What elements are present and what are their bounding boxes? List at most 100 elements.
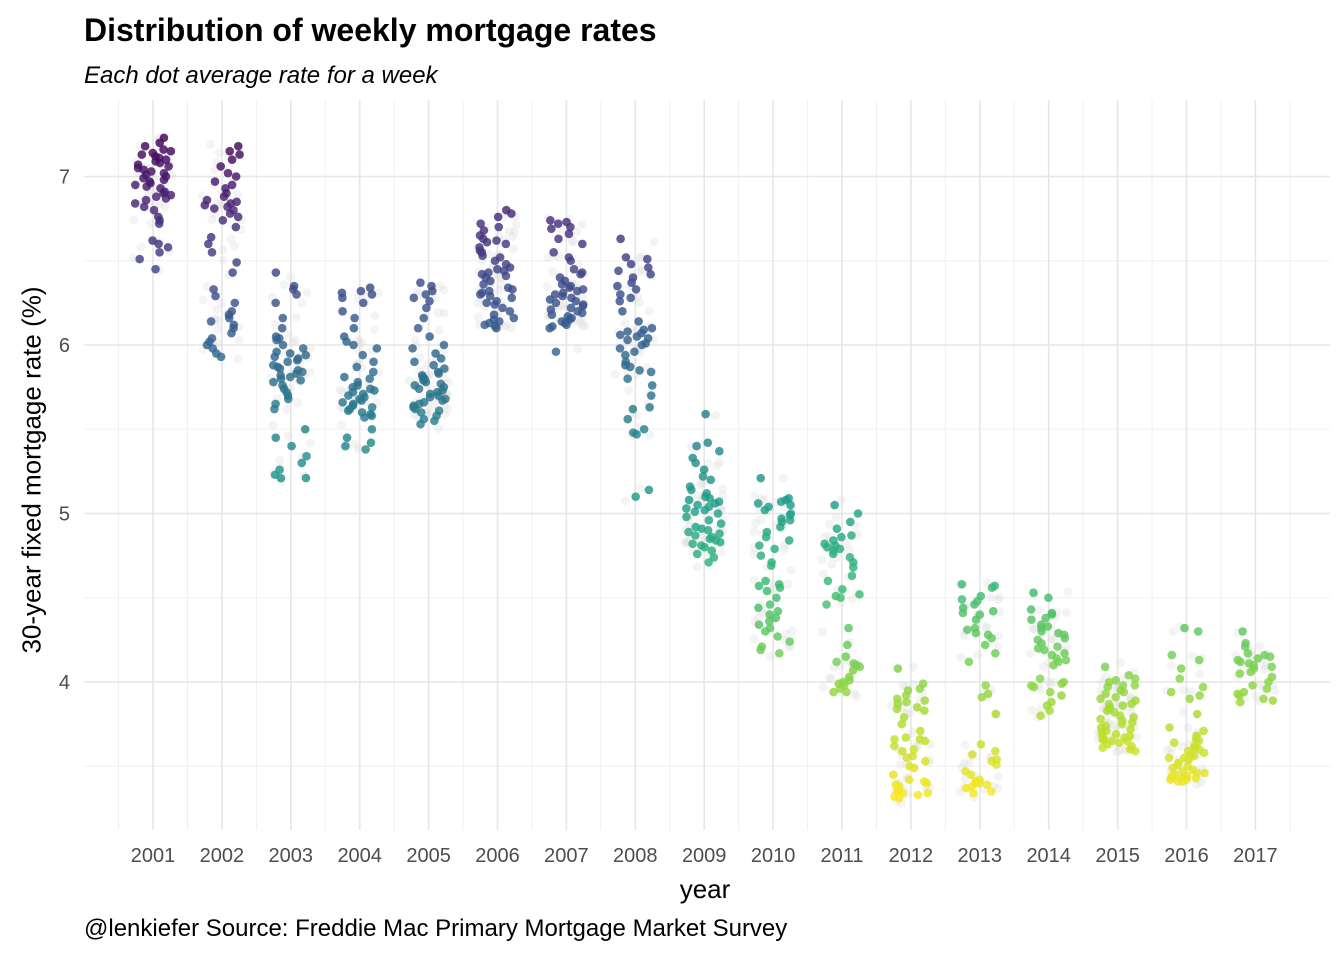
data-point — [573, 286, 582, 296]
data-point — [159, 145, 168, 154]
ghost-point — [412, 286, 422, 296]
data-point — [902, 697, 911, 707]
data-point — [508, 285, 517, 294]
data-point — [982, 780, 992, 790]
ghost-point — [213, 338, 223, 348]
data-point — [349, 323, 359, 333]
data-point — [480, 320, 490, 330]
data-point — [1253, 654, 1263, 663]
data-point — [139, 202, 149, 212]
data-point — [283, 394, 293, 404]
data-point — [344, 391, 353, 400]
data-points — [129, 133, 1280, 808]
data-point — [163, 242, 173, 252]
data-point — [349, 340, 358, 350]
ghost-point — [494, 273, 504, 283]
ghost-point — [1132, 732, 1142, 742]
ghost-point — [692, 562, 702, 572]
ghost-point — [697, 480, 707, 490]
data-point — [479, 280, 488, 289]
data-point — [969, 788, 978, 798]
ghost-point — [335, 385, 345, 395]
chart-title: Distribution of weekly mortgage rates — [84, 12, 657, 48]
data-point — [270, 352, 280, 362]
data-point — [1127, 699, 1136, 709]
ghost-point — [424, 407, 434, 417]
data-point — [219, 192, 229, 202]
data-point — [151, 264, 160, 274]
data-point — [838, 585, 847, 594]
data-point — [211, 291, 220, 301]
data-point — [980, 640, 990, 650]
ghost-point — [993, 641, 1003, 651]
data-point — [646, 367, 656, 377]
data-point — [776, 497, 786, 507]
data-point — [855, 662, 865, 672]
ghost-point — [473, 298, 483, 308]
data-point — [1199, 748, 1209, 758]
data-point — [1168, 763, 1177, 773]
ghost-point — [635, 252, 645, 262]
ghost-point — [1179, 685, 1189, 695]
ghost-point — [1063, 587, 1073, 597]
data-point — [155, 138, 164, 148]
data-point — [703, 526, 713, 535]
data-point — [966, 770, 976, 779]
data-point — [628, 404, 638, 414]
data-point — [422, 303, 431, 313]
data-point — [916, 726, 925, 736]
ghost-point — [404, 376, 414, 386]
data-point — [971, 628, 981, 638]
data-point — [761, 627, 770, 636]
data-point — [761, 576, 770, 586]
data-point — [1103, 682, 1112, 692]
data-point — [235, 150, 244, 159]
ghost-point — [787, 626, 797, 636]
data-point — [902, 753, 912, 763]
data-point — [155, 158, 165, 168]
data-point — [1236, 657, 1245, 667]
data-point — [920, 736, 930, 746]
data-point — [957, 595, 967, 604]
data-point — [707, 546, 717, 555]
x-tick-label: 2013 — [958, 845, 1003, 867]
ghost-point — [474, 312, 484, 322]
data-point — [278, 340, 288, 350]
data-point — [1182, 772, 1192, 781]
data-point — [785, 515, 795, 525]
data-point — [832, 524, 842, 533]
data-point — [1180, 623, 1189, 633]
ghost-point — [216, 199, 226, 209]
ghost-point — [749, 575, 759, 585]
ghost-point — [831, 512, 841, 522]
data-point — [576, 269, 585, 279]
ghost-point — [909, 680, 919, 690]
data-point — [963, 625, 972, 635]
data-point — [507, 209, 516, 218]
data-point — [1096, 714, 1105, 724]
data-point — [977, 692, 987, 702]
data-point — [154, 239, 163, 249]
x-axis-ticks: 2001 2002 2003 2004 2005 2006 2007 2008 2009 2010… — [131, 845, 1278, 867]
ghost-point — [439, 308, 449, 318]
ghost-point — [305, 438, 315, 448]
ghost-point — [633, 292, 643, 302]
data-point — [1117, 719, 1127, 729]
data-point — [1166, 775, 1175, 785]
ghost-point — [214, 315, 224, 325]
data-point — [921, 756, 930, 766]
data-point — [715, 529, 724, 539]
data-point — [1165, 723, 1174, 732]
data-point — [909, 763, 919, 773]
data-point — [775, 649, 784, 658]
ghost-point — [578, 321, 588, 331]
ghost-point — [435, 281, 445, 291]
ghost-point — [232, 190, 242, 200]
ghost-point — [993, 631, 1003, 641]
data-point — [227, 155, 237, 164]
series-2010 — [749, 473, 797, 661]
data-point — [775, 583, 785, 592]
data-point — [1026, 605, 1036, 614]
data-point — [761, 532, 771, 542]
data-point — [623, 335, 632, 345]
